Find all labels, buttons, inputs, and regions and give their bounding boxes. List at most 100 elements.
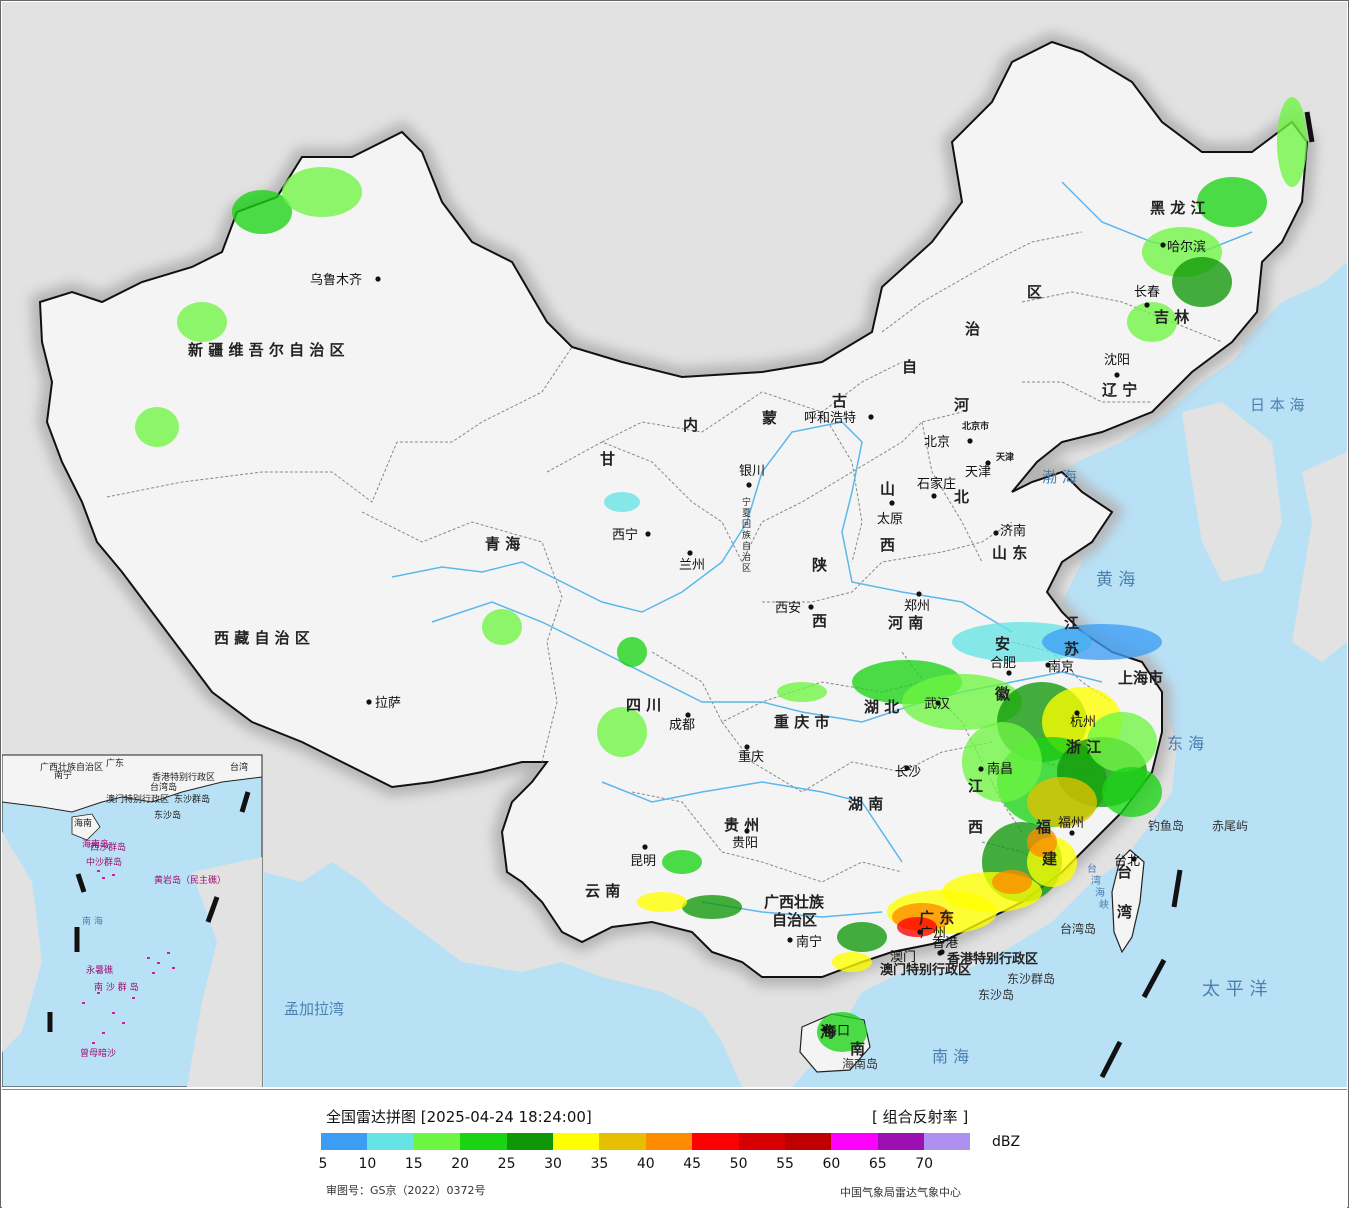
province-label: 河 南 bbox=[888, 614, 923, 632]
province-label: 族 bbox=[742, 529, 751, 541]
inset-label: 香港特别行政区 bbox=[152, 771, 215, 783]
inset-island-dot bbox=[167, 952, 170, 954]
color-scale-bar bbox=[321, 1133, 971, 1150]
city-label: 郑州 bbox=[904, 599, 930, 614]
color-swatch bbox=[367, 1133, 414, 1150]
province-label: 贵 州 bbox=[724, 816, 759, 834]
sea-label: 海 bbox=[1095, 886, 1105, 899]
inset-label: 黄岩岛（民主礁） bbox=[154, 874, 226, 886]
city-dot bbox=[744, 828, 750, 834]
province-label: 香港特别行政区 bbox=[946, 951, 1038, 967]
city-label: 海口 bbox=[824, 1024, 850, 1039]
scale-tick-label: 20 bbox=[451, 1156, 470, 1172]
city-dot bbox=[746, 482, 752, 488]
province-label: 徽 bbox=[994, 685, 1011, 703]
radar-echo bbox=[897, 917, 937, 937]
inset-island-dot bbox=[132, 997, 135, 999]
legend-product: [ 组合反射率 ] bbox=[872, 1108, 969, 1126]
city-dot bbox=[904, 765, 910, 771]
province-label: 青 海 bbox=[485, 535, 520, 553]
inset-label: 曾母暗沙 bbox=[80, 1047, 116, 1059]
city-dot bbox=[1006, 670, 1012, 676]
city-label: 昆明 bbox=[630, 854, 656, 869]
province-label: 四 川 bbox=[626, 696, 661, 714]
color-swatch bbox=[738, 1133, 785, 1150]
inset-island-dot bbox=[97, 870, 100, 872]
scale-tick-label: 55 bbox=[776, 1156, 794, 1172]
city-label: 北京 bbox=[924, 435, 950, 450]
color-swatch bbox=[877, 1133, 925, 1150]
inset-island-dot bbox=[172, 967, 175, 969]
city-dot bbox=[1131, 856, 1137, 862]
city-label: 长沙 bbox=[895, 765, 921, 780]
color-swatch bbox=[924, 1133, 971, 1150]
radar-echo bbox=[777, 682, 827, 702]
inset-island-dot bbox=[92, 1042, 95, 1044]
scale-tick-label: 40 bbox=[636, 1156, 655, 1172]
sea-label: 太 平 洋 bbox=[1202, 979, 1267, 1000]
province-label: 台 bbox=[1117, 863, 1132, 881]
city-label: 银川 bbox=[739, 464, 765, 479]
radar-echo bbox=[604, 492, 640, 512]
city-label: 西宁 bbox=[612, 527, 638, 543]
sea-label: 渤 海 bbox=[1042, 468, 1077, 486]
city-label: 呼和浩特 bbox=[804, 411, 856, 426]
sea-area-japan bbox=[1242, 272, 1347, 432]
province-label: 西 bbox=[968, 818, 983, 836]
city-label: 兰州 bbox=[679, 558, 705, 573]
inset-label: 永暑礁 bbox=[86, 964, 113, 976]
inset-island-dot bbox=[147, 957, 150, 959]
city-label: 重庆 bbox=[738, 749, 764, 765]
sea-label: 湾 bbox=[1091, 874, 1101, 887]
city-label: 合肥 bbox=[990, 656, 1016, 671]
province-label: 甘 bbox=[600, 450, 615, 468]
inset-label: 广东 bbox=[106, 757, 124, 769]
city-dot bbox=[1144, 302, 1150, 308]
city-dot bbox=[808, 604, 814, 610]
radar-echo bbox=[482, 609, 522, 645]
city-dot bbox=[787, 937, 793, 943]
province-label: 西 藏 自 治 区 bbox=[214, 629, 310, 647]
korea-peninsula bbox=[1182, 402, 1282, 582]
scale-tick-label: 70 bbox=[915, 1156, 934, 1172]
city-dot bbox=[993, 530, 999, 536]
inset-island-dot bbox=[82, 1002, 85, 1004]
scale-tick-label: 65 bbox=[868, 1156, 887, 1172]
inset-label: 南 海 bbox=[82, 915, 103, 927]
sea-area-bay bbox=[264, 862, 742, 1087]
radar-echo bbox=[637, 892, 687, 912]
city-dot bbox=[366, 699, 372, 705]
province-label: 新 疆 维 吾 尔 自 治 区 bbox=[188, 341, 345, 359]
radar-echo bbox=[177, 302, 227, 342]
city-dot bbox=[967, 438, 973, 444]
color-swatch bbox=[645, 1133, 693, 1150]
city-dot bbox=[645, 531, 651, 537]
city-label: 台北 bbox=[1114, 854, 1140, 869]
city-label: 乌鲁木齐 bbox=[310, 272, 362, 288]
radar-echo bbox=[837, 922, 887, 952]
inset-label: 东沙群岛 bbox=[174, 793, 210, 805]
city-label: 济南 bbox=[1000, 523, 1026, 539]
sea-label: 黄 海 bbox=[1096, 570, 1135, 590]
inset-island-dot bbox=[112, 1012, 115, 1014]
city-label: 太原 bbox=[877, 512, 903, 527]
city-label: 南宁 bbox=[796, 934, 822, 950]
province-label: 古 bbox=[832, 392, 847, 410]
legend-unit: dBZ bbox=[992, 1134, 1021, 1150]
scale-tick-label: 45 bbox=[683, 1156, 702, 1172]
color-swatch bbox=[831, 1133, 878, 1150]
province-label: 山 东 bbox=[992, 544, 1027, 562]
city-label: 福州 bbox=[1058, 816, 1084, 831]
city-label: 长春 bbox=[1134, 285, 1160, 300]
city-label: 贵阳 bbox=[732, 836, 758, 851]
sea-label: 东 海 bbox=[1167, 734, 1204, 753]
scale-tick-label: 35 bbox=[590, 1156, 609, 1172]
city-dot bbox=[1114, 372, 1120, 378]
province-label: 治 bbox=[742, 551, 751, 563]
city-dot bbox=[868, 414, 874, 420]
province-label: 重 庆 市 bbox=[774, 713, 829, 731]
color-swatch bbox=[321, 1133, 368, 1150]
province-label: 云 南 bbox=[585, 882, 620, 900]
